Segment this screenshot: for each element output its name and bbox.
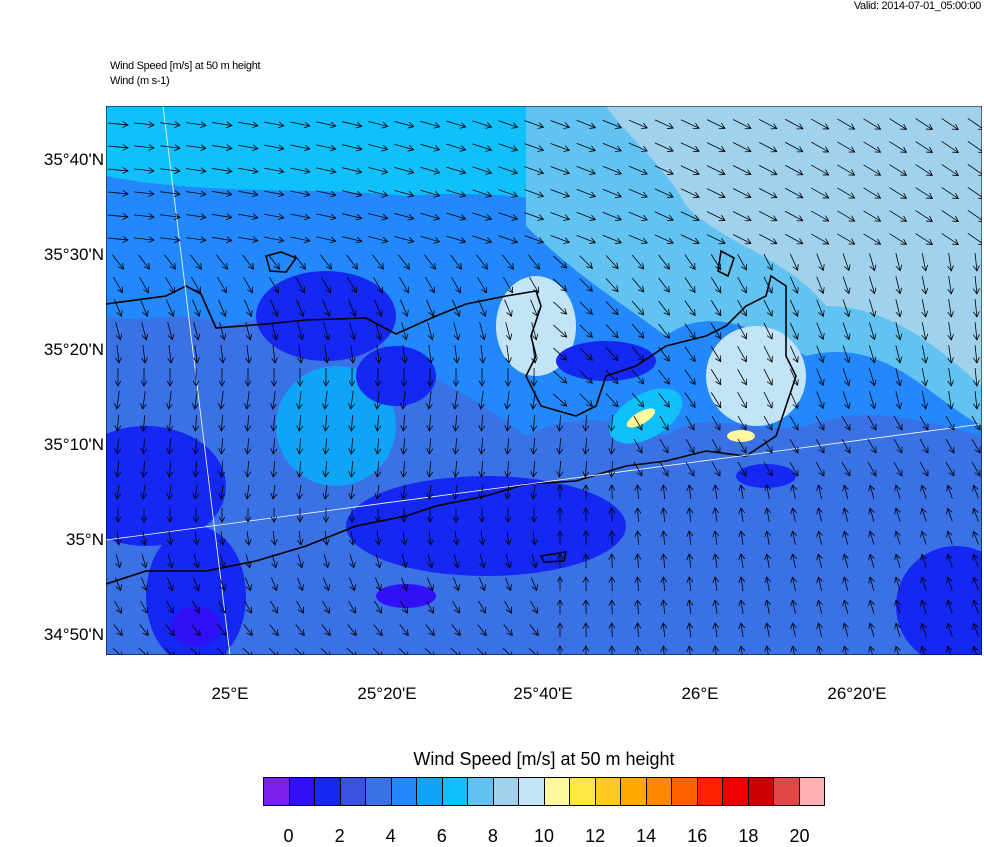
- colorbar-label: 14: [636, 826, 656, 847]
- lat-tick: 35°N: [66, 530, 104, 550]
- colorbar-swatch: [366, 778, 392, 805]
- colorbar-label: 12: [585, 826, 605, 847]
- colorbar-swatch: [443, 778, 469, 805]
- colorbar-label: 4: [386, 826, 396, 847]
- colorbar-swatch: [494, 778, 520, 805]
- colorbar-swatch: [647, 778, 673, 805]
- colorbar-label: 18: [738, 826, 758, 847]
- colorbar-swatch: [800, 778, 825, 805]
- vector-title: Wind (m s-1): [110, 75, 169, 87]
- lat-tick: 35°20'N: [44, 340, 104, 360]
- lon-tick: 25°40'E: [513, 684, 572, 704]
- colorbar-swatch: [290, 778, 316, 805]
- colorbar-swatch: [774, 778, 800, 805]
- colorbar-swatch: [621, 778, 647, 805]
- valid-time: Valid: 2014-07-01_05:00:00: [854, 0, 981, 12]
- colorbar-swatch: [341, 778, 367, 805]
- map-plot: [106, 106, 982, 655]
- colorbar-swatch: [417, 778, 443, 805]
- lon-tick: 25°20'E: [357, 684, 416, 704]
- lon-tick: 26°E: [681, 684, 718, 704]
- colorbar-swatch: [570, 778, 596, 805]
- colorbar-swatch: [545, 778, 571, 805]
- lat-tick: 35°30'N: [44, 245, 104, 265]
- field-title: Wind Speed [m/s] at 50 m height: [110, 60, 260, 72]
- colorbar-swatch: [749, 778, 775, 805]
- lon-tick: 26°20'E: [827, 684, 886, 704]
- colorbar-swatch: [468, 778, 494, 805]
- colorbar-label: 8: [488, 826, 498, 847]
- colorbar-label: 0: [284, 826, 294, 847]
- colorbar-swatch: [315, 778, 341, 805]
- colorbar-label: 16: [687, 826, 707, 847]
- colorbar-title: Wind Speed [m/s] at 50 m height: [413, 749, 674, 770]
- colorbar-label: 10: [534, 826, 554, 847]
- colorbar-label: 20: [789, 826, 809, 847]
- colorbar-swatch: [672, 778, 698, 805]
- colorbar-swatch: [392, 778, 418, 805]
- colorbar-swatch: [698, 778, 724, 805]
- lat-tick: 35°40'N: [44, 150, 104, 170]
- colorbar-swatch: [264, 778, 290, 805]
- colorbar: [263, 777, 825, 806]
- colorbar-swatch: [519, 778, 545, 805]
- colorbar-swatch: [723, 778, 749, 805]
- colorbar-label: 2: [335, 826, 345, 847]
- lon-tick: 25°E: [211, 684, 248, 704]
- lat-tick: 34°50'N: [44, 625, 104, 645]
- lat-tick: 35°10'N: [44, 435, 104, 455]
- colorbar-swatch: [596, 778, 622, 805]
- colorbar-label: 6: [437, 826, 447, 847]
